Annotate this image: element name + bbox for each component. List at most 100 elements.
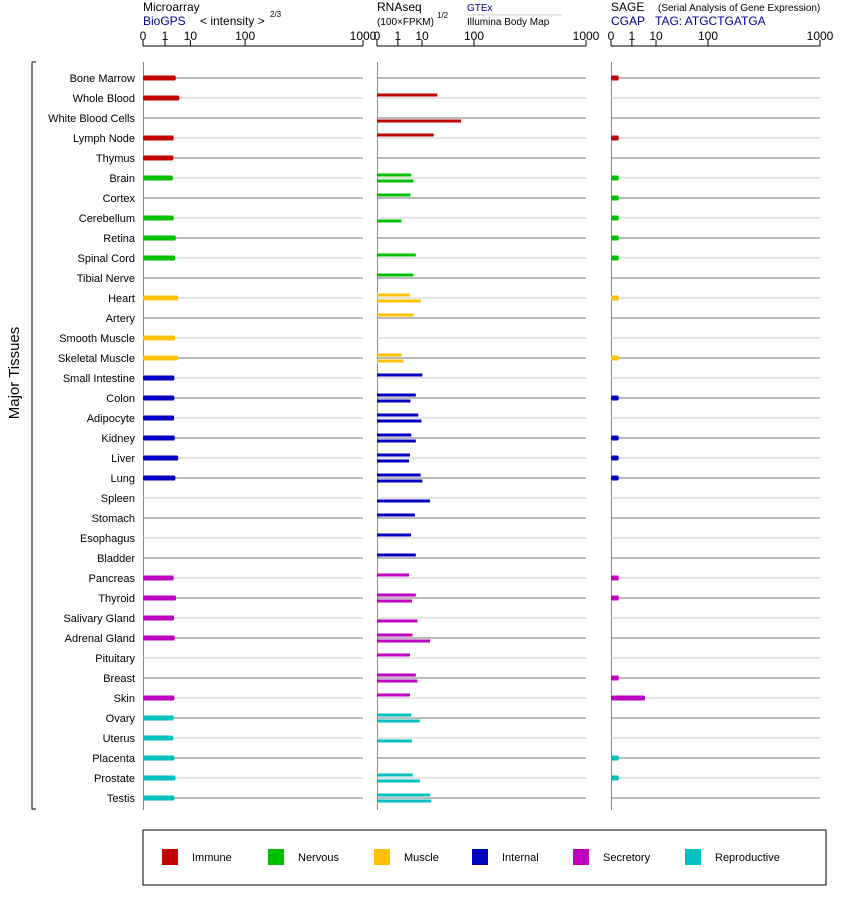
row-label: Stomach [92,513,135,525]
microarray-bar [143,135,174,141]
row-label: Tibial Nerve [77,273,135,285]
rnaseq-gtex-bar [377,593,416,597]
microarray-scale-exponent: 2/3 [270,10,282,19]
rnaseq-gtex-bar [377,713,412,717]
sage-bar [611,135,619,141]
row-label: Small Intestine [63,373,135,385]
rnaseq-ibm-bar [377,299,421,303]
row-label: White Blood Cells [48,113,135,125]
rnaseq-ibm-bar [377,179,414,183]
sage-bar [611,755,619,761]
rnaseq-ibm-bar [377,779,420,783]
microarray-bar [143,415,175,421]
row-label: Cortex [103,193,136,205]
microarray-bar [143,395,175,401]
microarray-bar [143,755,175,761]
microarray-bar [143,615,175,621]
microarray-bar [143,435,175,441]
rnaseq-gtex-bar [377,433,412,437]
row-label: Testis [107,793,136,805]
rnaseq-gtex-bar [377,553,416,557]
microarray-tick-label: 100 [235,29,255,43]
row-label: Placenta [92,753,136,765]
rnaseq-gtex-bar [377,513,415,517]
rnaseq-tick-label: 100 [464,29,484,43]
rnaseq-gtex-bar [377,413,419,417]
rnaseq-ibm-bar [377,499,431,503]
rnaseq-ibm-bar [377,399,411,403]
rnaseq-ibm-bar [377,619,418,623]
sage-subtitle: (Serial Analysis of Gene Expression) [658,3,820,14]
sage-title: SAGE [611,0,644,14]
rnaseq-gtex-bar [377,673,416,677]
sage-bar [611,235,619,241]
legend-label: Immune [192,852,232,864]
sage-bar [611,695,645,701]
microarray-bar [143,295,179,301]
rnaseq-gtex-bar [377,293,410,297]
microarray-bar [143,715,174,721]
rnaseq-gtex-bar [377,453,410,457]
sage-bar [611,455,619,461]
legend-label: Internal [502,852,539,864]
row-label: Whole Blood [73,93,135,105]
rnaseq-gtex-bar [377,793,431,797]
rnaseq-ibm-bar [377,219,402,223]
rnaseq-ibm-bar [377,639,431,643]
rnaseq-gtex-bar [377,393,416,397]
rnaseq-ibm-bar [377,719,420,723]
legend-swatch [374,849,390,865]
sage-bar [611,255,619,261]
row-label: Lung [111,473,135,485]
sage-tick-label: 1 [629,29,636,43]
legend-label: Nervous [298,852,339,864]
rnaseq-ibm-bar [377,459,410,463]
microarray-bar [143,215,174,221]
row-label: Heart [108,293,135,305]
rnaseq-ibm-bar [377,419,422,423]
row-label: Adipocyte [87,413,135,425]
rnaseq-gtex-bar [377,473,421,477]
rnaseq-gtex-bar [377,173,412,177]
row-label: Cerebellum [79,213,135,225]
row-label: Kidney [101,433,135,445]
legend-label: Secretory [603,852,651,864]
microarray-bar [143,175,173,181]
sage-bar [611,355,619,361]
row-label: Spleen [101,493,135,505]
sage-bar [611,475,619,481]
row-label: Skeletal Muscle [58,353,135,365]
row-label: Skin [114,693,135,705]
sage-tag: TAG: ATGCTGATGA [655,14,766,28]
microarray-bar [143,795,175,801]
microarray-bar [143,255,176,261]
microarray-bar [143,95,180,101]
rnaseq-gtex-bar [377,273,414,277]
rnaseq-ibm-bar [377,679,418,683]
row-label: Smooth Muscle [59,333,135,345]
rnaseq-gtex-bar [377,253,416,257]
rnaseq-gtex-bar [377,573,410,577]
row-label: Artery [106,313,136,325]
rnaseq-gtex-bar [377,353,402,357]
rnaseq-source-ibm: Illumina Body Map [467,17,550,28]
microarray-bar [143,375,175,381]
microarray-bar [143,355,178,361]
microarray-tick-label: 1000 [350,29,377,43]
rnaseq-gtex-bar [377,633,413,637]
row-label: Bladder [97,553,135,565]
microarray-bar [143,775,176,781]
microarray-bar [143,635,175,641]
legend-swatch [268,849,284,865]
rnaseq-tick-label: 1 [395,29,402,43]
rnaseq-tick-label: 10 [415,29,429,43]
sage-bar [611,435,619,441]
rnaseq-gtex-bar [377,133,434,137]
row-label: Salivary Gland [63,613,135,625]
rnaseq-gtex-bar [377,693,410,697]
row-label: Spinal Cord [78,253,135,265]
rnaseq-gtex-bar [377,773,413,777]
row-label: Breast [103,673,135,685]
rnaseq-ibm-bar [377,479,423,483]
